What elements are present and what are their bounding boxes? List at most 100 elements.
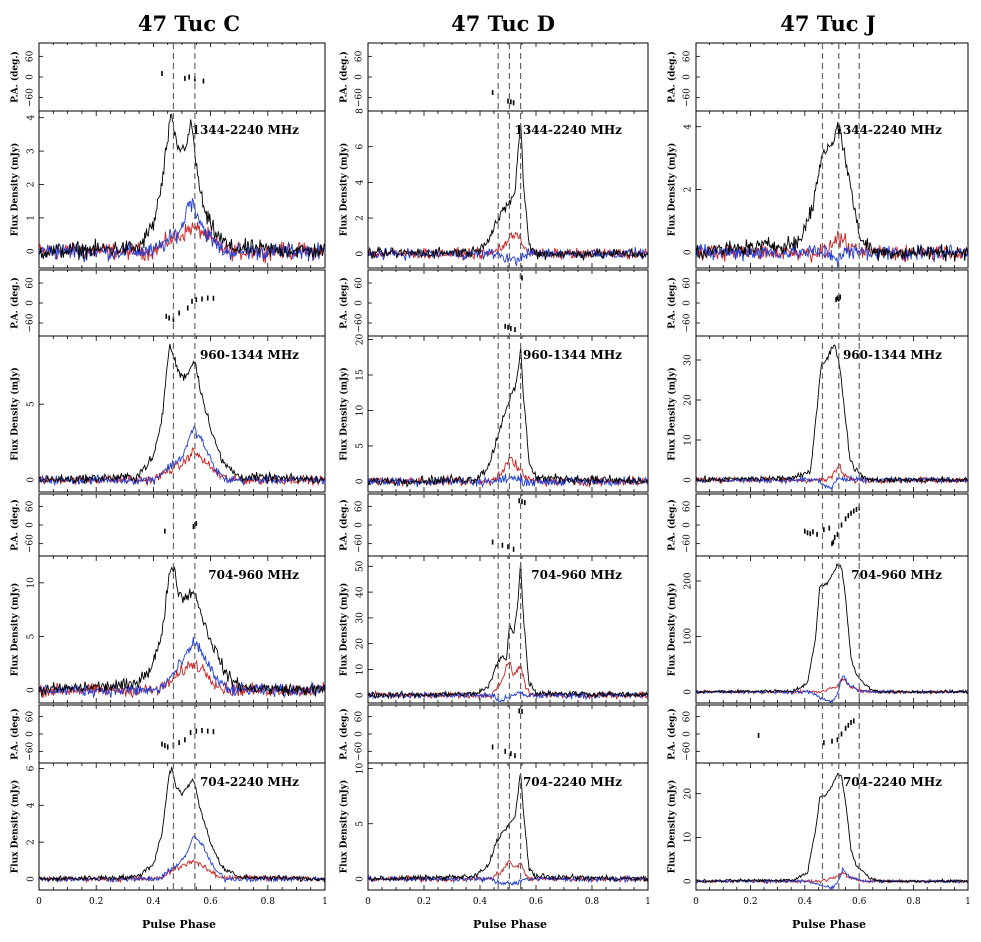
- pa-point: [852, 718, 855, 724]
- pa-point: [206, 728, 209, 734]
- pa-point: [165, 313, 168, 319]
- flux-tick-label: 4: [27, 802, 37, 808]
- x-tick-label: 0.4: [473, 897, 488, 907]
- pa-point: [850, 719, 852, 725]
- flux-tick-label: 6: [27, 765, 37, 771]
- pa-point: [507, 98, 509, 104]
- pa-point: [212, 729, 215, 735]
- pa-axis-label: P.A. (deg.): [339, 277, 350, 329]
- pa-point: [507, 324, 509, 330]
- column-title: 47 Tuc C: [138, 11, 240, 36]
- band-label: 960-1344 MHz: [200, 348, 299, 362]
- circular-polarization-trace: [368, 874, 648, 886]
- pa-point: [512, 100, 515, 106]
- flux-axis-label: Flux Density (mJy): [339, 143, 350, 236]
- total-intensity-trace: [696, 121, 968, 262]
- flux-tick-label: 200: [684, 572, 694, 589]
- band-panel: 60 0 −60 P.A. (deg.) 0 2 4 6 Flux Density (mJy) 7…: [10, 704, 326, 891]
- pa-tick-label: 60: [683, 711, 693, 723]
- flux-tick-label: 100: [684, 628, 694, 645]
- band-panel: 60 0 −60 P.A. (deg.) 0 10 20 Flux Density (mJy)…: [667, 704, 969, 891]
- band-label: 704-960 MHz: [851, 568, 942, 582]
- circular-polarization-trace: [368, 473, 648, 489]
- flux-tick-label: 20: [356, 334, 366, 346]
- x-tick-label: 0: [36, 897, 42, 907]
- total-intensity-trace: [39, 766, 325, 883]
- flux-tick-label: 0: [27, 687, 37, 693]
- pa-point: [836, 531, 839, 537]
- flux-axis-label: Flux Density (mJy): [667, 780, 678, 873]
- pa-point: [164, 743, 166, 749]
- pa-point: [202, 78, 205, 84]
- total-intensity-trace: [696, 772, 968, 884]
- x-tick-label: 0: [693, 897, 699, 907]
- pa-point: [510, 325, 512, 331]
- pa-point: [823, 740, 825, 746]
- total-intensity-trace: [368, 123, 648, 261]
- pa-point: [194, 76, 196, 82]
- flux-tick-label: 0: [27, 248, 37, 254]
- flux-tick-label: 5: [356, 443, 366, 449]
- flux-tick-label: 0: [356, 251, 366, 257]
- flux-axis-label: Flux Density (mJy): [667, 143, 678, 236]
- pa-panel-frame: [38, 42, 326, 112]
- pa-point: [850, 510, 852, 516]
- pa-point: [178, 740, 180, 746]
- pa-tick-label: 60: [26, 711, 36, 723]
- pa-point: [806, 530, 809, 536]
- pa-tick-label: 0: [26, 522, 36, 528]
- x-axis-label: Pulse Phase: [792, 918, 866, 931]
- pa-point: [847, 513, 850, 519]
- pa-point: [491, 90, 494, 95]
- pa-tick-label: 0: [683, 731, 693, 737]
- flux-tick-label: 0: [684, 477, 694, 483]
- pa-point: [172, 317, 175, 323]
- pa-tick-label: −60: [683, 313, 693, 332]
- pa-tick-label: 60: [683, 500, 693, 512]
- flux-tick-label: 4: [684, 124, 694, 130]
- pa-tick-label: 60: [355, 500, 365, 512]
- pa-tick-label: −60: [355, 742, 365, 761]
- pa-point: [195, 297, 198, 303]
- x-tick-label: 0: [365, 897, 371, 907]
- pa-tick-label: −60: [26, 88, 36, 107]
- pa-axis-label: P.A. (deg.): [667, 277, 678, 329]
- total-intensity-trace: [368, 773, 648, 883]
- pa-point: [491, 539, 494, 545]
- pa-point: [836, 295, 839, 301]
- total-intensity-trace: [368, 562, 648, 700]
- pa-tick-label: −60: [683, 534, 693, 553]
- pa-tick-label: −60: [355, 534, 365, 553]
- flux-tick-label: 10: [684, 434, 694, 446]
- pa-point: [201, 728, 203, 734]
- pa-point: [201, 296, 203, 302]
- pa-point: [192, 524, 195, 530]
- pa-tick-label: 0: [26, 731, 36, 737]
- pa-tick-label: 60: [683, 277, 693, 289]
- pa-tick-label: −60: [26, 313, 36, 332]
- x-tick-label: 0.4: [146, 897, 161, 907]
- pa-tick-label: 0: [355, 522, 365, 528]
- circular-polarization-trace: [39, 834, 325, 884]
- pa-axis-label: P.A. (deg.): [667, 708, 678, 760]
- flux-axis-label: Flux Density (mJy): [339, 583, 350, 676]
- circular-polarization-trace: [39, 636, 325, 699]
- pa-axis-label: P.A. (deg.): [339, 51, 350, 103]
- pa-point: [852, 508, 855, 514]
- pa-point: [507, 544, 509, 550]
- x-tick-label: 1: [645, 897, 651, 907]
- pa-point: [184, 737, 186, 743]
- total-intensity-trace: [368, 347, 648, 488]
- x-tick-label: 0.8: [261, 897, 276, 907]
- pa-point: [504, 323, 506, 329]
- flux-axis-label: Flux Density (mJy): [339, 367, 350, 460]
- pa-tick-label: 60: [355, 277, 365, 289]
- band-panel: 60 0 −60 P.A. (deg.) 0 2 4 Flux Density (mJy) 13…: [667, 42, 969, 269]
- x-axis-label: Pulse Phase: [142, 918, 216, 931]
- pa-panel-frame: [38, 704, 326, 764]
- pa-tick-label: 60: [355, 711, 365, 723]
- flux-tick-label: 4: [27, 115, 37, 121]
- flux-axis-label: Flux Density (mJy): [10, 367, 21, 460]
- pa-panel-frame: [367, 704, 649, 764]
